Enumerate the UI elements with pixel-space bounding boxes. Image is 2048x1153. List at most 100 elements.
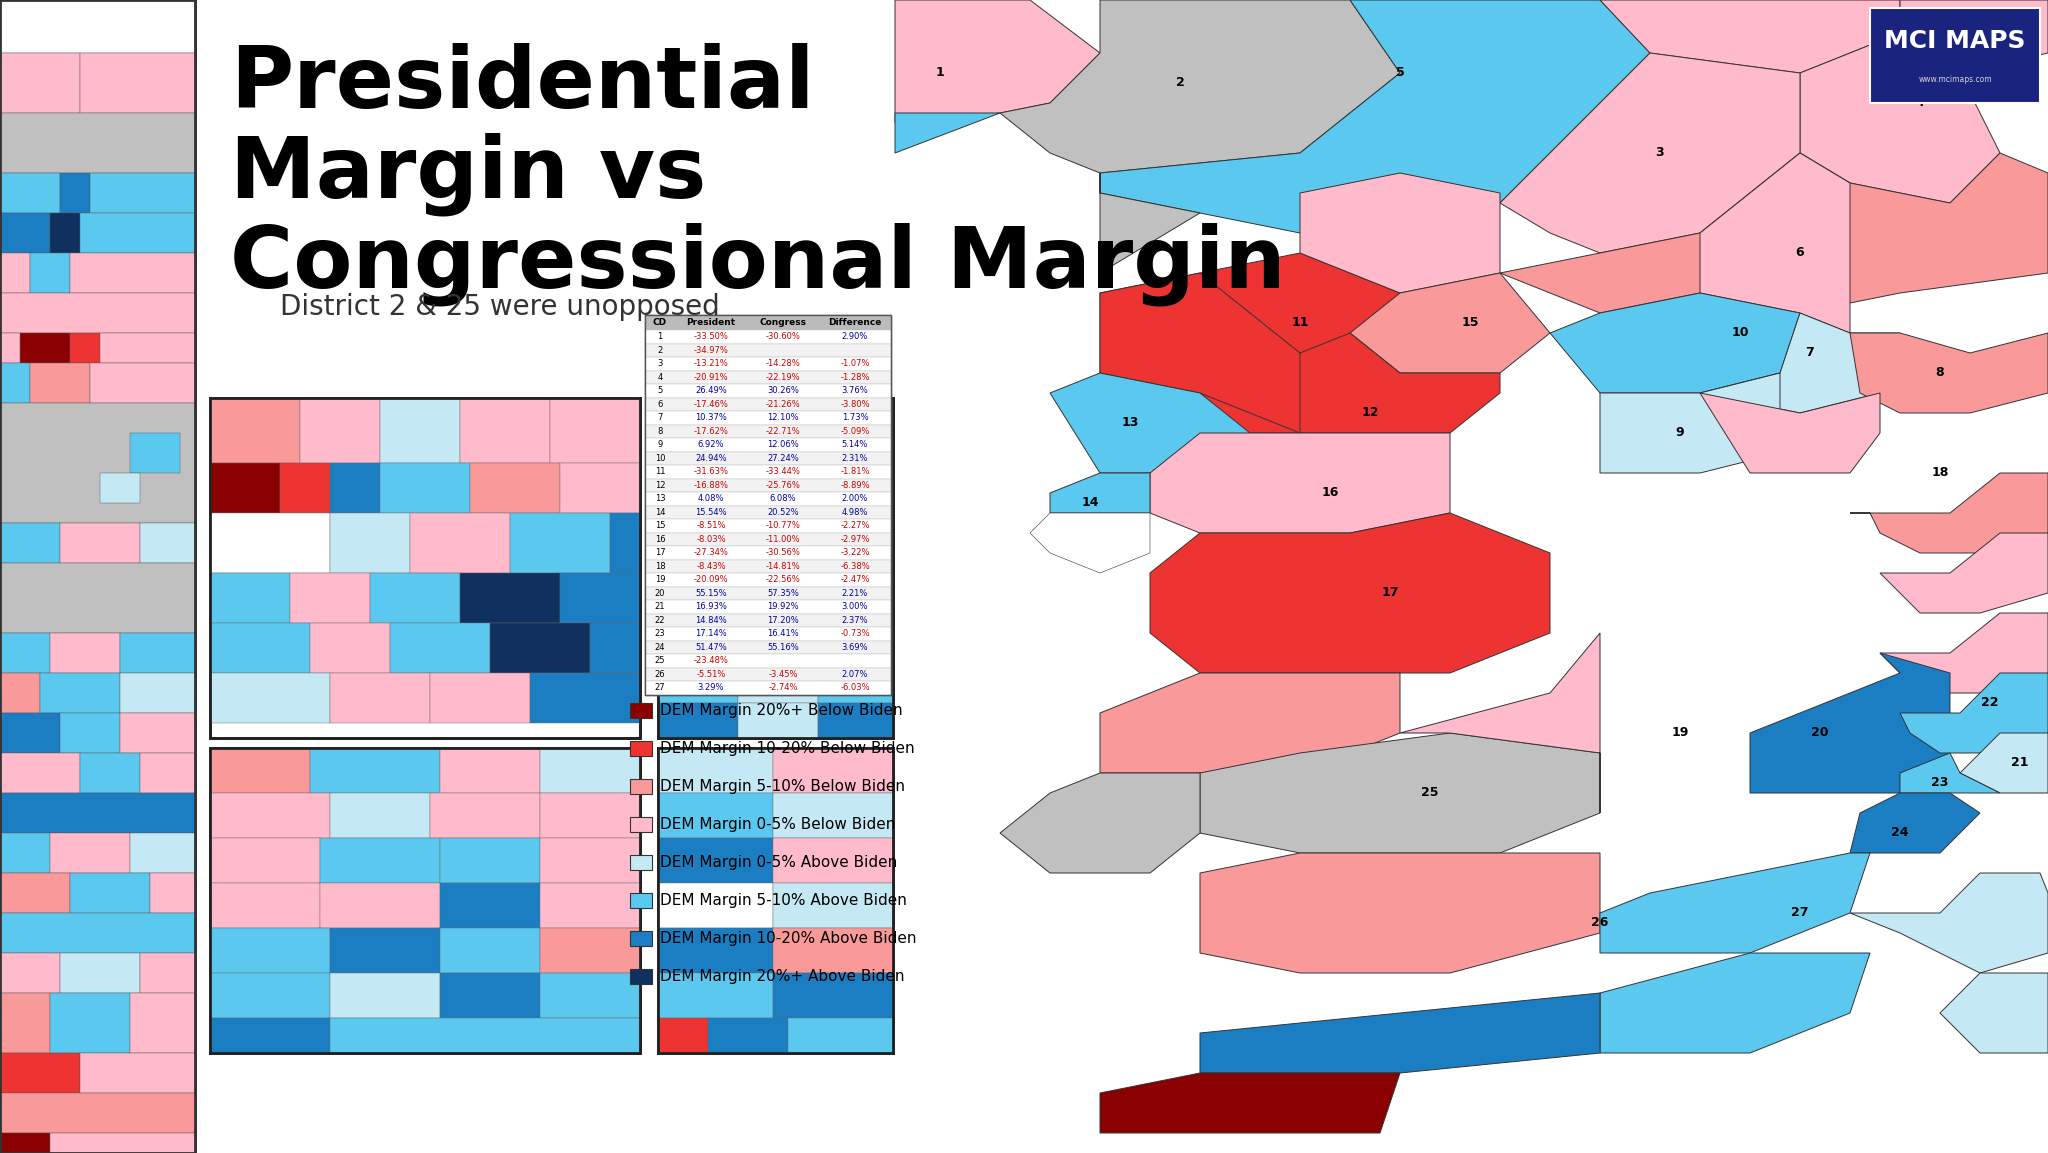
Polygon shape bbox=[1749, 653, 1950, 793]
Text: DEM Margin 10-20% Below Biden: DEM Margin 10-20% Below Biden bbox=[659, 741, 915, 756]
Polygon shape bbox=[1200, 733, 1599, 853]
Bar bbox=[49, 993, 129, 1053]
Text: DEM Margin 5-10% Above Biden: DEM Margin 5-10% Above Biden bbox=[659, 894, 907, 909]
Bar bbox=[817, 643, 893, 703]
Text: 2.90%: 2.90% bbox=[842, 332, 868, 341]
Text: 27: 27 bbox=[1792, 906, 1808, 919]
Polygon shape bbox=[1880, 613, 2048, 693]
Bar bbox=[657, 838, 772, 883]
Text: 12: 12 bbox=[1362, 407, 1378, 420]
Text: DEM Margin 5-10% Below Biden: DEM Margin 5-10% Below Biden bbox=[659, 779, 905, 794]
Text: President: President bbox=[686, 318, 735, 327]
Text: -17.46%: -17.46% bbox=[694, 400, 729, 409]
Polygon shape bbox=[1151, 513, 1550, 673]
Bar bbox=[657, 1018, 709, 1053]
Text: 13: 13 bbox=[655, 495, 666, 503]
Bar bbox=[657, 583, 737, 643]
Bar bbox=[657, 523, 727, 583]
Text: -33.44%: -33.44% bbox=[766, 467, 801, 476]
Text: 20.52%: 20.52% bbox=[768, 507, 799, 517]
Polygon shape bbox=[1499, 53, 1800, 253]
Bar bbox=[440, 838, 541, 883]
Text: 57.35%: 57.35% bbox=[768, 589, 799, 597]
Text: 12.10%: 12.10% bbox=[768, 413, 799, 422]
Text: Margin vs: Margin vs bbox=[229, 133, 707, 217]
Text: 2.37%: 2.37% bbox=[842, 616, 868, 625]
Bar bbox=[737, 464, 817, 523]
Text: 11: 11 bbox=[1290, 317, 1309, 330]
Bar bbox=[0, 993, 49, 1053]
Bar bbox=[80, 753, 139, 793]
Polygon shape bbox=[1849, 473, 2048, 553]
Bar bbox=[709, 1018, 788, 1053]
Bar bbox=[657, 928, 772, 973]
Bar bbox=[631, 741, 651, 756]
Text: -3.45%: -3.45% bbox=[768, 670, 799, 679]
Bar bbox=[645, 587, 891, 600]
Bar bbox=[0, 1133, 49, 1153]
Text: -8.43%: -8.43% bbox=[696, 562, 725, 571]
Bar bbox=[211, 513, 330, 573]
Bar bbox=[59, 713, 121, 753]
Text: 14.84%: 14.84% bbox=[694, 616, 727, 625]
Bar bbox=[211, 398, 639, 738]
Polygon shape bbox=[1939, 973, 2048, 1053]
Bar bbox=[657, 793, 772, 838]
Bar bbox=[0, 0, 195, 1153]
Text: www.mcimaps.com: www.mcimaps.com bbox=[1919, 75, 1993, 84]
Text: -5.09%: -5.09% bbox=[840, 427, 870, 436]
Bar bbox=[657, 748, 893, 1053]
Text: -20.91%: -20.91% bbox=[694, 372, 729, 382]
Bar bbox=[330, 928, 440, 973]
Bar bbox=[0, 954, 59, 993]
Bar bbox=[129, 434, 180, 473]
Bar bbox=[645, 330, 891, 344]
Bar bbox=[41, 673, 121, 713]
Bar bbox=[49, 1133, 195, 1153]
Text: 18: 18 bbox=[655, 562, 666, 571]
Text: -11.00%: -11.00% bbox=[766, 535, 801, 544]
Polygon shape bbox=[1401, 633, 1599, 813]
Text: Congressional Margin: Congressional Margin bbox=[229, 223, 1286, 307]
Bar bbox=[0, 293, 195, 333]
Bar bbox=[657, 398, 893, 738]
Text: 26.49%: 26.49% bbox=[694, 386, 727, 395]
Bar bbox=[211, 623, 309, 673]
Bar bbox=[0, 213, 49, 253]
Bar bbox=[319, 838, 440, 883]
Bar bbox=[211, 398, 639, 738]
Text: DEM Margin 0-5% Below Biden: DEM Margin 0-5% Below Biden bbox=[659, 817, 895, 832]
Bar bbox=[291, 573, 371, 623]
Bar bbox=[645, 505, 891, 519]
Text: 5: 5 bbox=[657, 386, 664, 395]
Text: 26: 26 bbox=[1591, 917, 1608, 929]
Polygon shape bbox=[1100, 253, 1401, 374]
Text: -3.80%: -3.80% bbox=[840, 400, 870, 409]
Polygon shape bbox=[1100, 673, 1401, 773]
Bar bbox=[772, 973, 893, 1018]
Bar bbox=[319, 883, 440, 928]
Bar bbox=[645, 559, 891, 573]
Bar bbox=[371, 573, 461, 623]
Text: 1.73%: 1.73% bbox=[842, 413, 868, 422]
Bar bbox=[645, 315, 891, 694]
Bar bbox=[645, 519, 891, 533]
Text: DEM Margin 20%+ Above Biden: DEM Margin 20%+ Above Biden bbox=[659, 969, 905, 984]
Bar bbox=[645, 344, 891, 357]
Polygon shape bbox=[1300, 173, 1499, 293]
Polygon shape bbox=[1700, 312, 1901, 413]
Bar bbox=[440, 883, 541, 928]
Text: 51.47%: 51.47% bbox=[694, 642, 727, 651]
Bar bbox=[100, 333, 195, 363]
Bar bbox=[0, 832, 49, 873]
Bar bbox=[211, 793, 330, 838]
Bar bbox=[817, 583, 893, 643]
Bar bbox=[551, 398, 639, 464]
Bar bbox=[645, 547, 891, 559]
Bar bbox=[645, 492, 891, 505]
Text: 3.69%: 3.69% bbox=[842, 642, 868, 651]
Bar bbox=[645, 668, 891, 681]
Polygon shape bbox=[1960, 733, 2048, 793]
Polygon shape bbox=[1200, 993, 1599, 1073]
Bar bbox=[139, 753, 195, 793]
